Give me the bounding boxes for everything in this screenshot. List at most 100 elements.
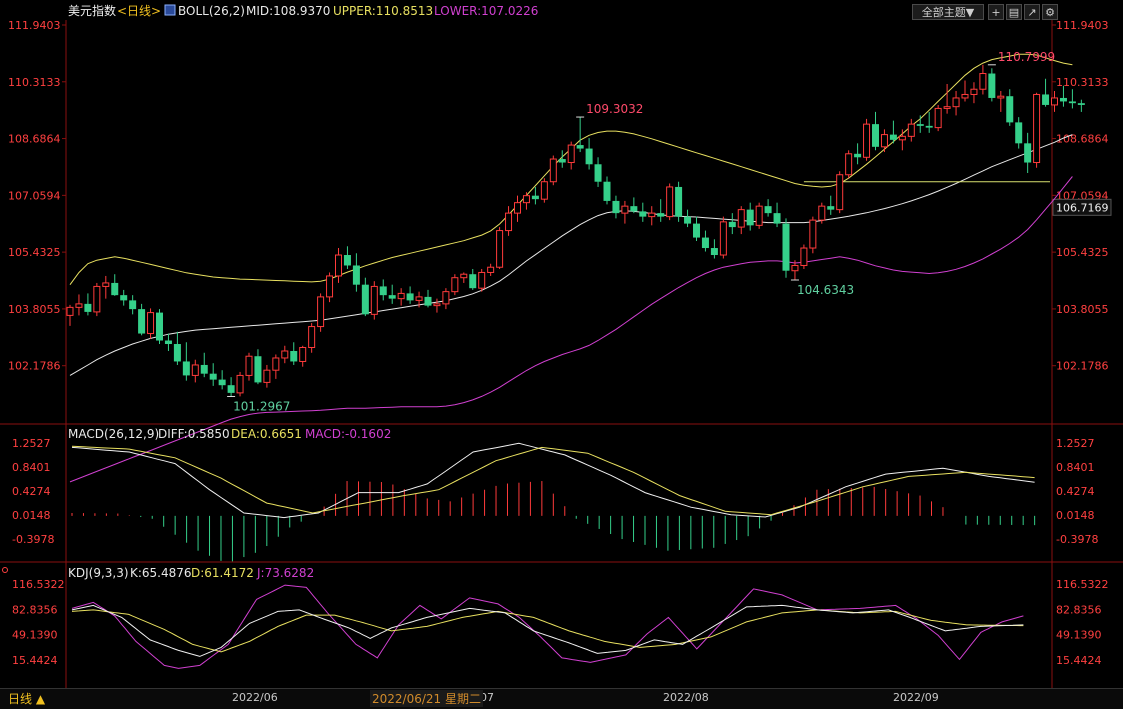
candle-body-down	[1006, 96, 1014, 123]
candle-body-down	[827, 206, 835, 210]
candle-body-up	[102, 282, 110, 287]
timeframe-selector[interactable]: 日线 ▲	[8, 692, 46, 706]
kdj-axis-label-left: 116.5322	[12, 578, 65, 591]
price-axis-label-right: 102.1786	[1056, 360, 1109, 373]
candle-body-down	[746, 209, 754, 226]
macd-dea-value: DEA:0.6651	[231, 427, 302, 441]
candle-body-down	[782, 223, 790, 271]
time-axis-bar: 日线 ▲ 2022/06 07 2022/08 2022/09 2022/06/…	[0, 688, 1123, 709]
candle-body-down	[916, 124, 924, 126]
theme-dropdown-button[interactable]: 全部主题▼	[912, 4, 984, 20]
symbol-label: 美元指数	[68, 3, 116, 18]
candle-body-up	[836, 174, 844, 211]
candle-body-down	[1042, 94, 1050, 105]
macd-axis-label-left: 0.0148	[12, 509, 51, 522]
candle-body-up	[755, 205, 763, 226]
extreme-label-high: 109.3032	[586, 102, 643, 116]
current-price-label: 106.7169	[1056, 201, 1109, 214]
candle-body-up	[621, 205, 629, 214]
candle-body-down	[639, 211, 647, 217]
price-axis-label-right: 111.9403	[1056, 19, 1109, 32]
price-axis-label-right: 110.3133	[1056, 76, 1109, 89]
candle-body-up	[997, 95, 1005, 99]
candle-body-up	[522, 195, 530, 204]
candle-body-up	[979, 73, 987, 90]
candle-body-up	[335, 254, 342, 277]
candle-body-up	[898, 135, 906, 141]
macd-axis-label-right: 0.8401	[1056, 461, 1095, 474]
macd-dea-line	[71, 445, 1035, 516]
candle-body-down	[594, 164, 602, 182]
kdj-axis-label-left: 82.8356	[12, 603, 58, 616]
kdj-j-value: J:73.6282	[256, 566, 314, 580]
kdj-d-value: D:61.4172	[191, 566, 254, 580]
boll-mid-line	[69, 134, 1073, 376]
indicator-name: BOLL(26,2)	[178, 4, 245, 18]
candle-body-up	[370, 285, 378, 315]
timeframe-label: <日线>	[117, 4, 161, 18]
extreme-label-high: 110.7999	[998, 50, 1055, 64]
kdj-j-line	[71, 584, 1024, 669]
boll-lower-line	[69, 176, 1073, 483]
stock-chart[interactable]: 111.9403 111.9403 110.3133 110.3133 108.6864…	[0, 0, 1123, 688]
price-axis-label-left: 103.8055	[8, 303, 61, 316]
macd-axis-label-left: -0.3978	[12, 533, 54, 546]
candle-body-down	[872, 124, 879, 147]
candle-body-down	[531, 195, 539, 200]
boll-mid-value: MID:108.9370	[246, 4, 330, 18]
candle-body-up	[845, 153, 853, 176]
candle-body-down	[764, 206, 772, 214]
price-axis-label-right: 103.8055	[1056, 303, 1109, 316]
kdj-k-line	[71, 604, 1024, 657]
candle-body-up	[666, 186, 674, 218]
draw-icon[interactable]: ↗	[1024, 4, 1040, 20]
candle-body-down	[988, 73, 996, 98]
candle-body-up	[66, 306, 74, 316]
candle-body-down	[684, 216, 692, 224]
candle-body-up	[952, 97, 960, 108]
macd-diff-line	[71, 442, 1035, 519]
candle-body-up	[415, 296, 423, 301]
price-axis-label-left: 107.0594	[8, 189, 61, 202]
candle-body-down	[156, 312, 163, 341]
candle-body-up	[245, 355, 253, 376]
kdj-panel-marker	[2, 567, 8, 573]
date-label-september: 2022/09	[893, 691, 939, 704]
candle-body-up	[648, 212, 656, 218]
candle-body-down	[129, 300, 137, 310]
candle-body-up	[961, 93, 969, 99]
add-icon[interactable]: +	[988, 4, 1004, 20]
candle-body-down	[290, 350, 298, 362]
candle-body-down	[424, 296, 432, 306]
candle-body-down	[693, 223, 700, 238]
current-price-box	[1052, 198, 1112, 216]
macd-axis-label-left: 0.4274	[12, 485, 51, 498]
candle-body-down	[701, 237, 709, 249]
candle-body-up	[907, 123, 915, 137]
candle-body-down	[352, 265, 360, 285]
candle-body-down	[710, 248, 718, 256]
candle-body-down	[138, 309, 146, 334]
settings-icon[interactable]: ⚙	[1042, 4, 1058, 20]
candle-body-up	[809, 219, 817, 249]
candle-body-down	[576, 145, 584, 149]
candle-body-down	[379, 286, 387, 296]
candle-body-down	[728, 221, 736, 228]
kdj-axis-label-right: 15.4424	[1056, 654, 1102, 667]
candle-body-down	[612, 200, 620, 214]
candle-body-down	[1059, 97, 1067, 102]
candle-body-up	[451, 277, 459, 293]
boll-lower-value: LOWER:107.0226	[434, 4, 538, 18]
candle-body-up	[800, 247, 808, 266]
kdj-d-line	[71, 609, 1024, 653]
candle-body-up	[460, 273, 468, 279]
candle-body-down	[254, 356, 262, 383]
candle-body-down	[657, 213, 665, 217]
candle-body-up	[567, 144, 575, 164]
kdj-axis-label-right: 82.8356	[1056, 603, 1102, 616]
price-axis-label-right: 108.6864	[1056, 133, 1109, 146]
chart-type-icon[interactable]: ▤	[1006, 4, 1022, 20]
candle-body-up	[549, 158, 557, 183]
candle-body-down	[164, 340, 172, 345]
candle-body-down	[1024, 143, 1032, 163]
